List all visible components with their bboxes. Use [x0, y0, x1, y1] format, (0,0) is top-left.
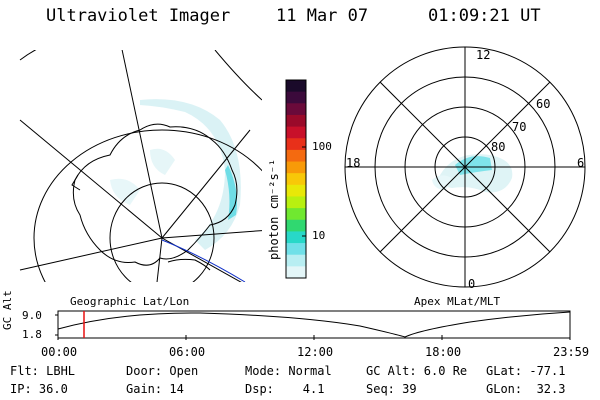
instrument-title: Ultraviolet Imager	[46, 6, 231, 26]
xtick-0000: 00:00	[41, 345, 78, 359]
colorbar-cell	[286, 103, 306, 116]
colorbar	[285, 79, 307, 279]
mlat-label-80: 80	[491, 140, 506, 154]
date-label: 11 Mar 07	[276, 6, 369, 26]
status-glon: GLon: 32.3	[486, 382, 566, 396]
colorbar-cell	[286, 173, 306, 186]
colorbar-cell	[286, 114, 306, 128]
altitude-ytick-low: 1.8	[22, 328, 42, 341]
status-flt: Flt: LBHL	[10, 364, 76, 378]
colorbar-tick-10: 10	[312, 229, 326, 242]
colorbar-cell	[286, 266, 306, 279]
colorbar-cell	[286, 138, 306, 151]
status-mode: Mode: Normal	[245, 364, 332, 378]
status-door: Door: Open	[126, 364, 199, 378]
altitude-ylabel: GC Alt	[1, 290, 14, 330]
colorbar-cell	[286, 231, 306, 244]
status-dsp: Dsp: 4.1	[245, 382, 325, 396]
colorbar-cell	[286, 254, 306, 267]
status-gc-alt: GC Alt: 6.0 Re	[366, 364, 468, 378]
xtick-0600: 06:00	[169, 345, 206, 359]
colorbar-cell	[286, 184, 306, 197]
geographic-map	[19, 50, 262, 282]
altitude-ytick-high: 9.0	[22, 309, 42, 322]
mlt-label-0: 0	[468, 277, 476, 291]
colorbar-cell	[286, 161, 306, 174]
xtick-1200: 12:00	[297, 345, 334, 359]
time-label: 01:09:21 UT	[428, 6, 541, 26]
status-ip: IP: 36.0	[10, 382, 68, 396]
xtick-2359: 23:59	[553, 345, 590, 359]
colorbar-cell	[286, 149, 306, 163]
colorbar-cell	[286, 126, 306, 139]
xtick-1800: 18:00	[425, 345, 462, 359]
colorbar-cell	[286, 243, 306, 256]
colorbar-cell	[286, 219, 306, 232]
altitude-plot	[55, 310, 571, 340]
colorbar-cell	[286, 80, 306, 93]
mlt-label-18: 18	[346, 156, 361, 170]
mlt-label-12: 12	[476, 48, 491, 62]
colorbar-cell	[286, 91, 306, 104]
mlat-label-70: 70	[512, 120, 527, 134]
left-map-label: Geographic Lat/Lon	[70, 295, 190, 308]
magnetic-polar-map	[344, 46, 586, 288]
mlat-label-60: 60	[536, 97, 551, 111]
colorbar-cell	[286, 196, 306, 209]
mlt-label-6: 6	[577, 156, 585, 170]
status-gain: Gain: 14	[126, 382, 184, 396]
right-map-label: Apex MLat/MLT	[414, 295, 501, 308]
colorbar-tick-100: 100	[312, 140, 332, 153]
colorbar-cell	[286, 208, 306, 221]
status-seq: Seq: 39	[366, 382, 417, 396]
colorbar-unit-label: photon cm⁻²s⁻¹	[267, 158, 281, 260]
status-glat: GLat: -77.1	[486, 364, 566, 378]
